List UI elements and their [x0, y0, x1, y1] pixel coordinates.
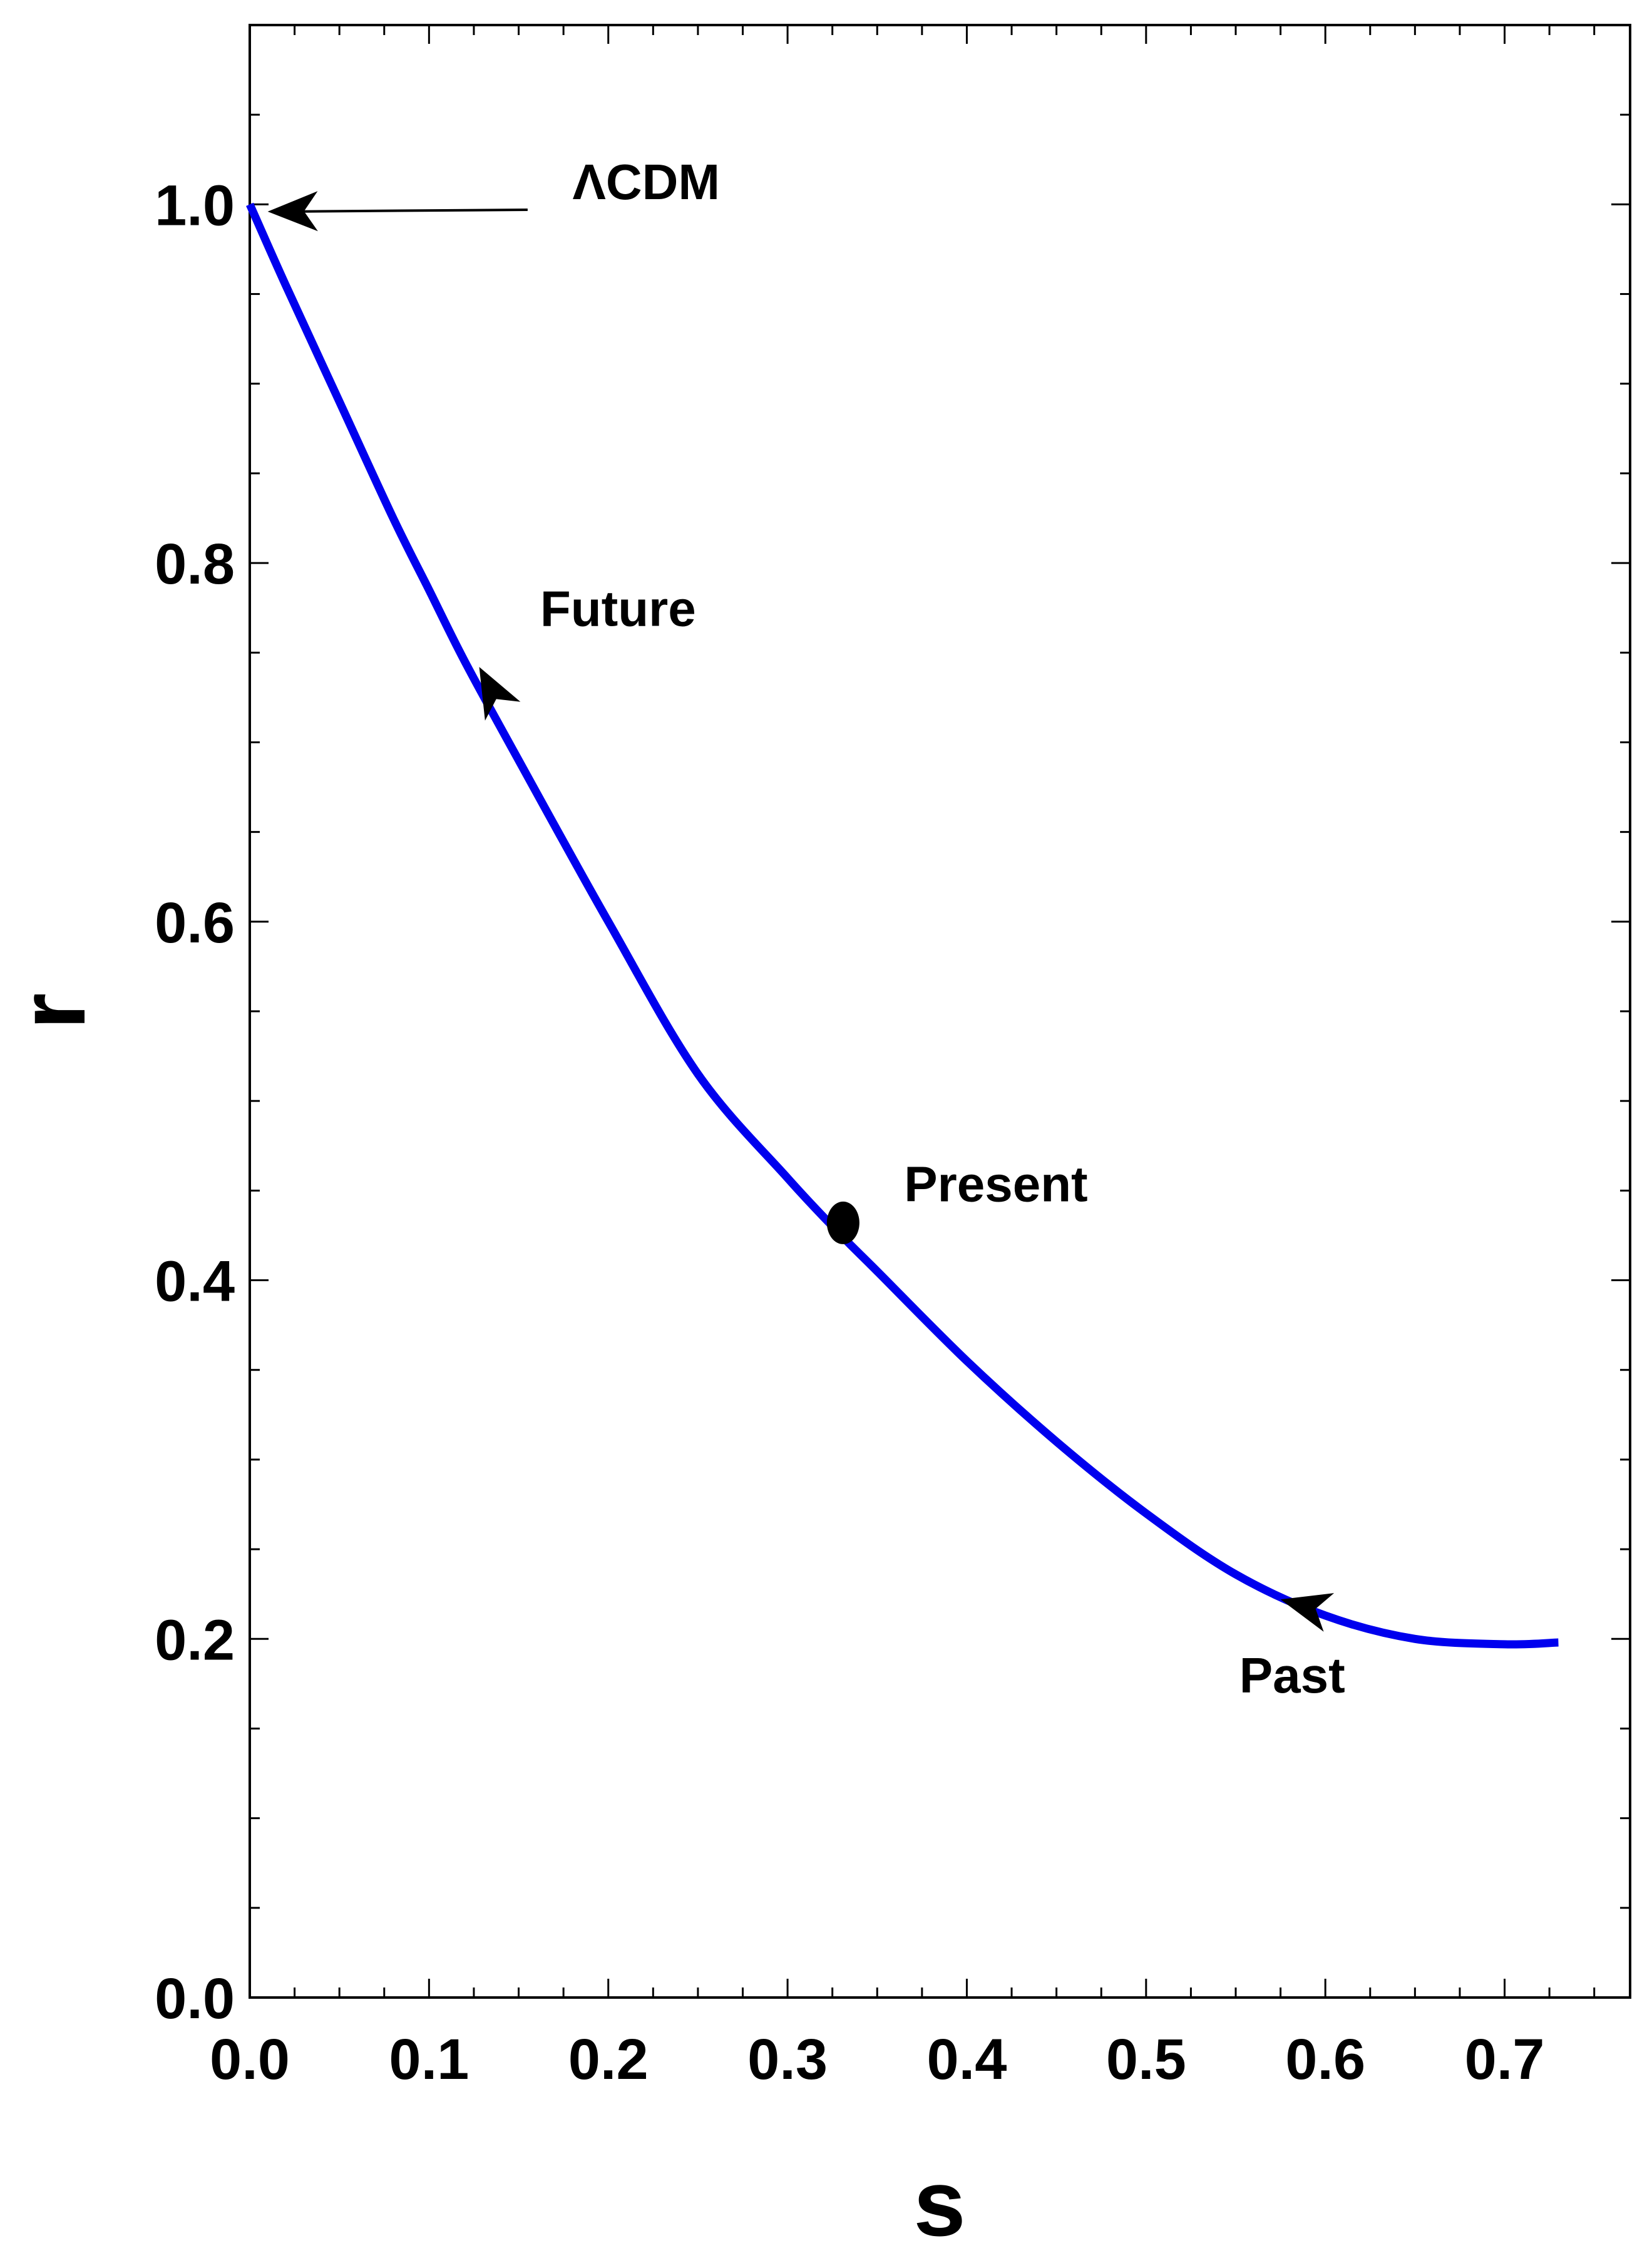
x-tick-label: 0.1	[389, 2028, 469, 2091]
tick-labels: 0.0 0.1 0.2 0.3 0.4 0.5 0.6 0.7 0.0 0.2 0.4 0.6 0.8 1…	[155, 173, 1544, 2091]
x-tick-label: 0.6	[1285, 2028, 1365, 2091]
y-tick-label: 0.8	[155, 532, 235, 596]
x-tick-label: 0.4	[927, 2028, 1007, 2091]
y-axis-label: r	[0, 993, 105, 1029]
x-tick-label: 0.5	[1106, 2028, 1186, 2091]
x-tick-label: 0.7	[1465, 2028, 1545, 2091]
x-tick-label: 0.2	[568, 2028, 649, 2091]
annotations-layer: ΛCDM Future Present Past	[267, 154, 1345, 1703]
x-tick-label: 0.3	[747, 2028, 828, 2091]
x-axis-label: s	[913, 2150, 965, 2253]
x-tick-label: 0.0	[210, 2028, 290, 2091]
plot-frame	[249, 24, 1631, 1999]
annotation-arrow-line	[292, 208, 528, 213]
y-tick-label: 0.2	[155, 1608, 235, 1672]
y-tick-label: 0.0	[155, 1967, 235, 2031]
y-tick-label: 0.6	[155, 891, 235, 955]
series-layer	[246, 202, 1559, 1649]
direction-arrow-head	[479, 667, 521, 721]
annotation-arrow-head	[267, 191, 318, 232]
annotation-label: Present	[904, 1157, 1087, 1212]
direction-arrow-head	[1280, 1593, 1335, 1632]
annotation-label: ΛCDM	[572, 154, 720, 210]
present-marker	[826, 1201, 859, 1244]
y-tick-label: 0.4	[155, 1250, 235, 1314]
series-line	[246, 202, 1559, 1649]
axis-ticks	[249, 24, 1630, 1999]
y-tick-label: 1.0	[155, 173, 235, 237]
annotation-label: Past	[1239, 1647, 1345, 1703]
annotation-label: Future	[540, 580, 696, 636]
